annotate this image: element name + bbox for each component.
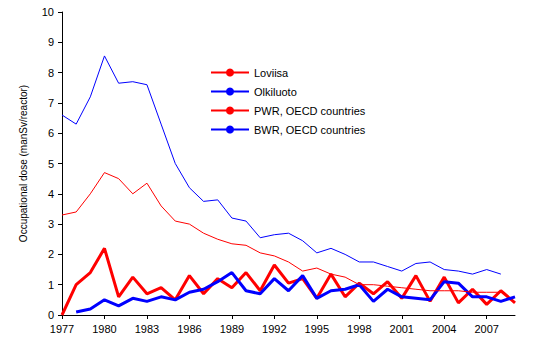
svg-text:3: 3 xyxy=(48,218,54,230)
svg-text:0: 0 xyxy=(48,309,54,321)
svg-text:6: 6 xyxy=(48,127,54,139)
svg-text:5: 5 xyxy=(48,158,54,170)
svg-text:2007: 2007 xyxy=(474,323,498,335)
svg-text:10: 10 xyxy=(42,6,54,18)
svg-text:8: 8 xyxy=(48,67,54,79)
svg-text:2: 2 xyxy=(48,248,54,260)
svg-text:Occupational dose (manSv/react: Occupational dose (manSv/reactor) xyxy=(18,85,29,242)
svg-text:Loviisa: Loviisa xyxy=(254,67,289,79)
svg-text:1995: 1995 xyxy=(305,323,329,335)
svg-text:2004: 2004 xyxy=(432,323,456,335)
svg-text:PWR, OECD countries: PWR, OECD countries xyxy=(254,105,366,117)
svg-text:2001: 2001 xyxy=(390,323,414,335)
svg-text:1980: 1980 xyxy=(92,323,116,335)
svg-text:1977: 1977 xyxy=(50,323,74,335)
svg-text:1992: 1992 xyxy=(262,323,286,335)
svg-text:9: 9 xyxy=(48,36,54,48)
svg-text:4: 4 xyxy=(48,188,54,200)
svg-text:Olkiluoto: Olkiluoto xyxy=(254,86,297,98)
svg-text:1989: 1989 xyxy=(220,323,244,335)
svg-text:1: 1 xyxy=(48,279,54,291)
svg-text:7: 7 xyxy=(48,97,54,109)
svg-text:BWR, OECD countries: BWR, OECD countries xyxy=(254,124,366,136)
svg-text:1986: 1986 xyxy=(177,323,201,335)
svg-text:1998: 1998 xyxy=(347,323,371,335)
svg-text:1983: 1983 xyxy=(135,323,159,335)
